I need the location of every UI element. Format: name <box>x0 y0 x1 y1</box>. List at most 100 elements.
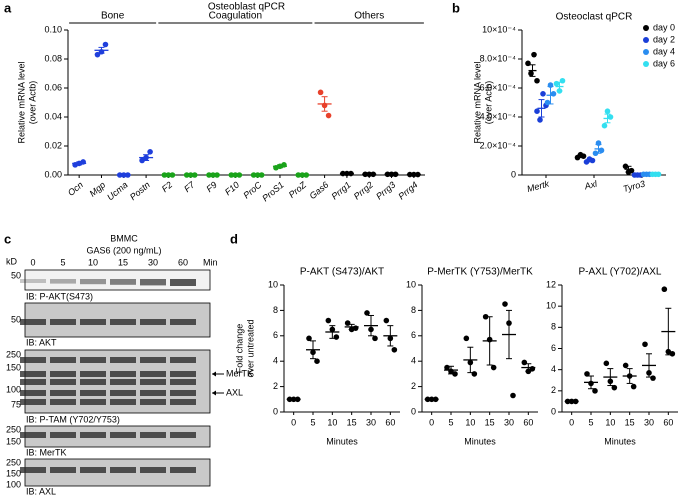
blot-band <box>20 371 46 377</box>
blot-band <box>50 432 76 438</box>
chart-title: Osteoblast qPCR <box>208 2 285 13</box>
x-tick-label: F10 <box>223 180 241 198</box>
blot-band <box>80 371 106 377</box>
data-point <box>364 310 370 316</box>
time-label: 10 <box>88 257 98 267</box>
data-point <box>463 335 470 342</box>
data-point <box>584 371 590 377</box>
y-tick-label: 2 <box>411 381 416 391</box>
mw-marker: 250 <box>6 349 21 359</box>
blot-band <box>20 432 46 438</box>
x-tick-label: Prrg2 <box>352 180 375 202</box>
data-point <box>383 317 390 324</box>
data-point <box>642 341 648 348</box>
blot-band <box>170 371 196 377</box>
blot-band <box>80 279 106 285</box>
x-axis-label: Minutes <box>326 436 358 446</box>
blot-band <box>110 390 136 396</box>
ib-label: IB: AKT <box>26 337 57 347</box>
data-point <box>604 108 611 114</box>
x-tick-label: F9 <box>204 180 218 194</box>
x-tick-label: Ocn <box>66 180 85 198</box>
x-tick-label: 0 <box>429 417 434 427</box>
x-tick-label: Ucma <box>105 180 129 203</box>
chart-title: Osteoclast qPCR <box>556 12 633 23</box>
data-point <box>630 383 637 390</box>
blot-band <box>110 319 136 325</box>
y-tick-label: 0.08 <box>44 53 62 63</box>
data-point <box>559 77 566 84</box>
y-tick-label: 0 <box>511 169 516 179</box>
mw-marker: 50 <box>11 314 21 324</box>
data-point <box>482 313 489 320</box>
y-axis-label: Relative mRNA level <box>16 61 26 143</box>
blot-band <box>50 390 76 396</box>
blot-band <box>50 371 76 377</box>
x-tick-label: ProS1 <box>260 180 286 204</box>
blot-band <box>80 467 106 473</box>
data-point <box>650 375 656 381</box>
x-tick-label: 30 <box>644 417 654 427</box>
x-tick-label: Prrg4 <box>396 180 419 202</box>
blot-band <box>170 467 196 473</box>
data-point <box>531 51 537 58</box>
blot-band <box>50 399 76 405</box>
y-axis-label: Fold change <box>234 324 244 374</box>
data-point <box>490 364 497 371</box>
arrow-label: MerTK <box>226 368 253 378</box>
chart-title: P-AKT (S473)/AKT <box>300 267 384 278</box>
legend-marker <box>643 61 649 67</box>
blot-band <box>140 467 166 473</box>
panel-label: a <box>4 0 12 15</box>
blot-band <box>140 379 166 385</box>
y-tick-label: 4 <box>551 364 556 374</box>
blot-band <box>50 357 76 363</box>
x-tick-label: 10 <box>327 417 337 427</box>
x-tick-label: Tyro3 <box>622 179 646 194</box>
time-label: 5 <box>60 257 65 267</box>
legend-label: day 2 <box>653 34 675 44</box>
data-point <box>333 334 340 340</box>
blot-band <box>20 399 46 405</box>
blot-band <box>80 319 106 325</box>
x-tick-label: Prrg3 <box>374 180 397 202</box>
data-point <box>669 350 676 357</box>
data-point <box>534 108 540 114</box>
chart-title: P-AXL (Y702)/AXL <box>578 267 661 278</box>
group-label: Others <box>354 11 384 22</box>
data-point <box>325 112 332 119</box>
data-point <box>391 346 398 353</box>
y-tick-label: 0.10 <box>44 24 62 34</box>
blot-band <box>20 467 46 473</box>
blot-band <box>50 467 76 473</box>
mw-marker: 75 <box>11 399 21 409</box>
data-point <box>611 384 618 391</box>
data-point <box>139 157 145 164</box>
legend-marker <box>643 49 649 55</box>
blot-band <box>170 390 196 396</box>
y-tick-label: 6 <box>411 330 416 340</box>
y-tick-label: 2 <box>273 381 278 391</box>
blot-band <box>50 319 76 325</box>
x-tick-label: Mgp <box>87 180 107 199</box>
x-tick-label: 0 <box>569 417 574 427</box>
blot-band <box>170 279 196 286</box>
x-tick-label: ProZ <box>287 179 309 200</box>
data-point <box>306 335 312 342</box>
x-tick-label: 15 <box>625 417 635 427</box>
blot-band <box>50 279 76 284</box>
y-tick-label: 10 <box>406 279 416 289</box>
x-tick-label: 15 <box>485 417 495 427</box>
blot-band <box>20 319 46 325</box>
y-tick-label: 6.0×10⁻⁴ <box>480 82 517 92</box>
x-tick-label: 0 <box>291 417 296 427</box>
x-axis-label: Minutes <box>464 436 496 446</box>
y-tick-label: 12 <box>546 279 556 289</box>
arrow-head <box>212 371 216 377</box>
blot-band <box>170 379 196 385</box>
y-tick-label: 0 <box>273 406 278 416</box>
x-tick-label: F2 <box>160 180 174 194</box>
panel-label: b <box>452 0 460 15</box>
y-axis-label: over untreated <box>245 319 255 377</box>
data-point <box>534 77 540 84</box>
